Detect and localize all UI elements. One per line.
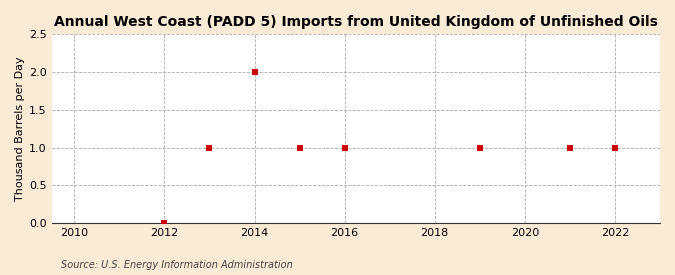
Point xyxy=(249,70,260,74)
Point xyxy=(159,221,170,225)
Point xyxy=(294,145,305,150)
Point xyxy=(204,145,215,150)
Point xyxy=(340,145,350,150)
Y-axis label: Thousand Barrels per Day: Thousand Barrels per Day xyxy=(15,56,25,201)
Text: Source: U.S. Energy Information Administration: Source: U.S. Energy Information Administ… xyxy=(61,260,292,270)
Point xyxy=(475,145,485,150)
Title: Annual West Coast (PADD 5) Imports from United Kingdom of Unfinished Oils: Annual West Coast (PADD 5) Imports from … xyxy=(54,15,658,29)
Point xyxy=(610,145,620,150)
Point xyxy=(564,145,575,150)
